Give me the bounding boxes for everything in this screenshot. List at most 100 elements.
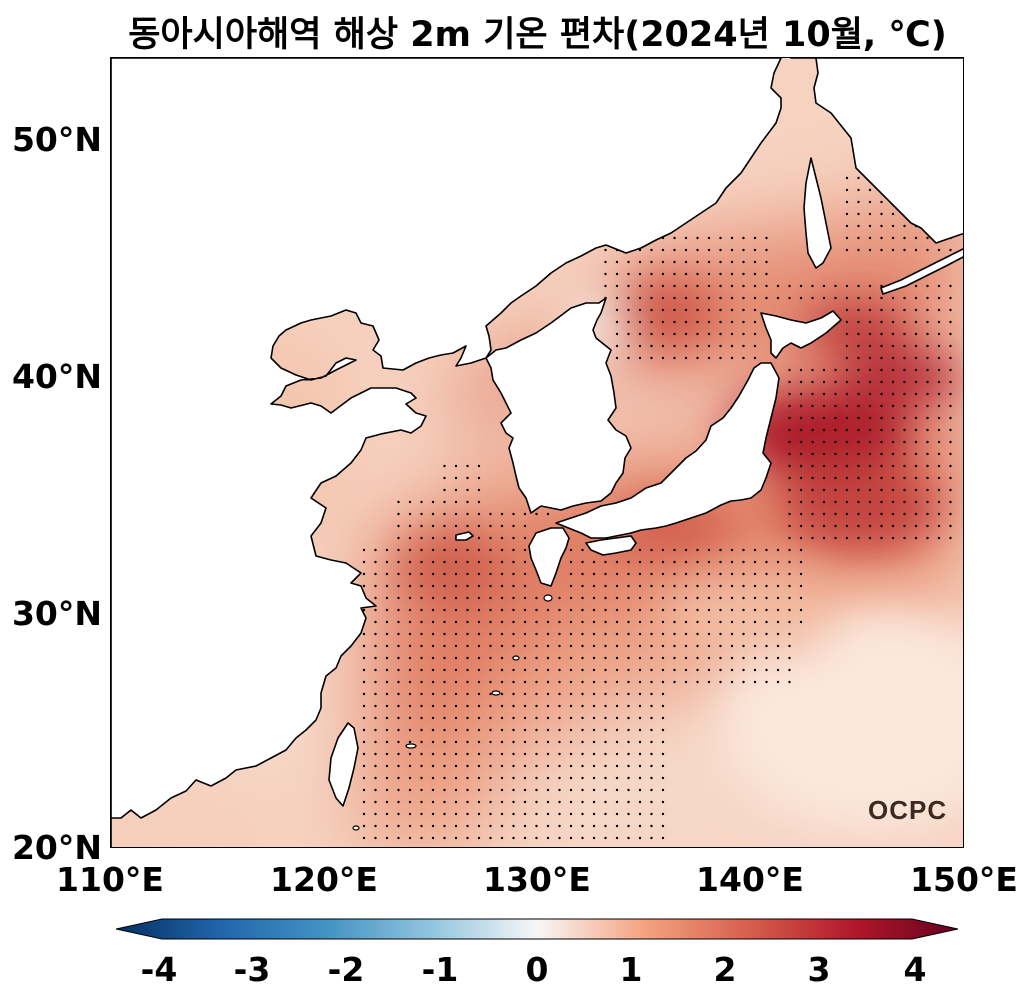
stipple-dot — [431, 764, 435, 768]
stipple-dot — [834, 416, 837, 420]
stipple-dot — [604, 728, 607, 732]
stipple-dot — [880, 332, 883, 336]
stipple-dot — [707, 320, 711, 324]
stipple-dot — [627, 800, 630, 804]
stipple-dot — [811, 284, 814, 288]
stipple-dot — [558, 596, 561, 600]
colorbar-tick--1: -1 — [421, 950, 459, 989]
stipple-dot — [592, 740, 596, 744]
stipple-dot — [799, 524, 803, 528]
stipple-dot — [673, 584, 676, 588]
stipple-dot — [500, 692, 504, 696]
stipple-dot — [753, 620, 757, 624]
stipple-dot — [638, 740, 642, 744]
stipple-dot — [374, 656, 377, 660]
stipple-dot — [627, 656, 630, 660]
stipple-dot — [650, 764, 653, 768]
stipple-dot — [558, 824, 561, 828]
stipple-dot — [776, 596, 780, 600]
stipple-dot — [546, 512, 550, 516]
stipple-dot — [420, 572, 423, 576]
stipple-dot — [650, 320, 653, 324]
stipple-dot — [362, 548, 366, 552]
stipple-dot — [673, 356, 676, 360]
stipple-dot — [788, 548, 791, 552]
stipple-dot — [719, 572, 722, 576]
stipple-dot — [684, 296, 688, 300]
stipple-dot — [799, 416, 803, 420]
stipple-dot — [834, 500, 837, 504]
stipple-dot — [569, 560, 573, 564]
stipple-dot — [397, 728, 400, 732]
stipple-dot — [362, 680, 366, 684]
stipple-dot — [604, 632, 607, 636]
stipple-dot — [753, 572, 757, 576]
stipple-dot — [581, 824, 584, 828]
stipple-dot — [615, 572, 619, 576]
stipple-dot — [431, 632, 435, 636]
stipple-dot — [454, 656, 458, 660]
stipple-dot — [500, 680, 504, 684]
stipple-dot — [822, 512, 826, 516]
stipple-dot — [903, 524, 906, 528]
stipple-dot — [880, 500, 883, 504]
stipple-dot — [937, 308, 941, 312]
stipple-dot — [489, 548, 492, 552]
stipple-dot — [673, 668, 676, 672]
stipple-dot — [627, 308, 630, 312]
stipple-dot — [604, 680, 607, 684]
stipple-dot — [385, 692, 389, 696]
stipple-dot — [512, 644, 515, 648]
stipple-dot — [834, 428, 837, 432]
stipple-dot — [788, 380, 791, 384]
stipple-dot — [891, 416, 895, 420]
stipple-dot — [604, 572, 607, 576]
stipple-dot — [753, 284, 757, 288]
stipple-dot — [914, 296, 918, 300]
stipple-dot — [558, 752, 561, 756]
stipple-dot — [431, 812, 435, 816]
stipple-dot — [615, 332, 619, 336]
stipple-dot — [673, 548, 676, 552]
stipple-dot — [397, 740, 400, 744]
stipple-dot — [719, 620, 722, 624]
stipple-dot — [891, 452, 895, 456]
stipple-dot — [834, 524, 837, 528]
stipple-dot — [431, 644, 435, 648]
stipple-dot — [466, 644, 469, 648]
stipple-dot — [512, 728, 515, 732]
stipple-dot — [627, 692, 630, 696]
stipple-dot — [661, 644, 665, 648]
stipple-dot — [420, 740, 423, 744]
stipple-dot — [753, 656, 757, 660]
stipple-dot — [650, 548, 653, 552]
stipple-dot — [454, 668, 458, 672]
stipple-dot — [937, 356, 941, 360]
stipple-dot — [454, 680, 458, 684]
stipple-dot — [719, 608, 722, 612]
stipple-dot — [385, 548, 389, 552]
stipple-dot — [684, 656, 688, 660]
stipple-dot — [903, 224, 906, 228]
stipple-dot — [880, 284, 883, 288]
sakhalin-island — [803, 157, 832, 269]
stipple-dot — [627, 344, 630, 348]
stipple-dot — [615, 764, 619, 768]
stipple-dot — [466, 812, 469, 816]
stipple-dot — [776, 560, 780, 564]
stipple-dot — [719, 260, 722, 264]
stipple-dot — [914, 476, 918, 480]
stipple-dot — [420, 524, 423, 528]
stipple-dot — [523, 812, 527, 816]
stipple-dot — [362, 836, 366, 840]
stipple-dot — [880, 224, 883, 228]
stipple-dot — [466, 608, 469, 612]
stipple-dot — [696, 668, 699, 672]
stipple-dot — [845, 332, 849, 336]
stipple-dot — [661, 788, 665, 792]
stipple-dot — [696, 596, 699, 600]
stipple-dot — [707, 248, 711, 252]
stipple-dot — [661, 596, 665, 600]
colorbar-tick-1: 1 — [619, 950, 643, 989]
stipple-dot — [362, 788, 366, 792]
